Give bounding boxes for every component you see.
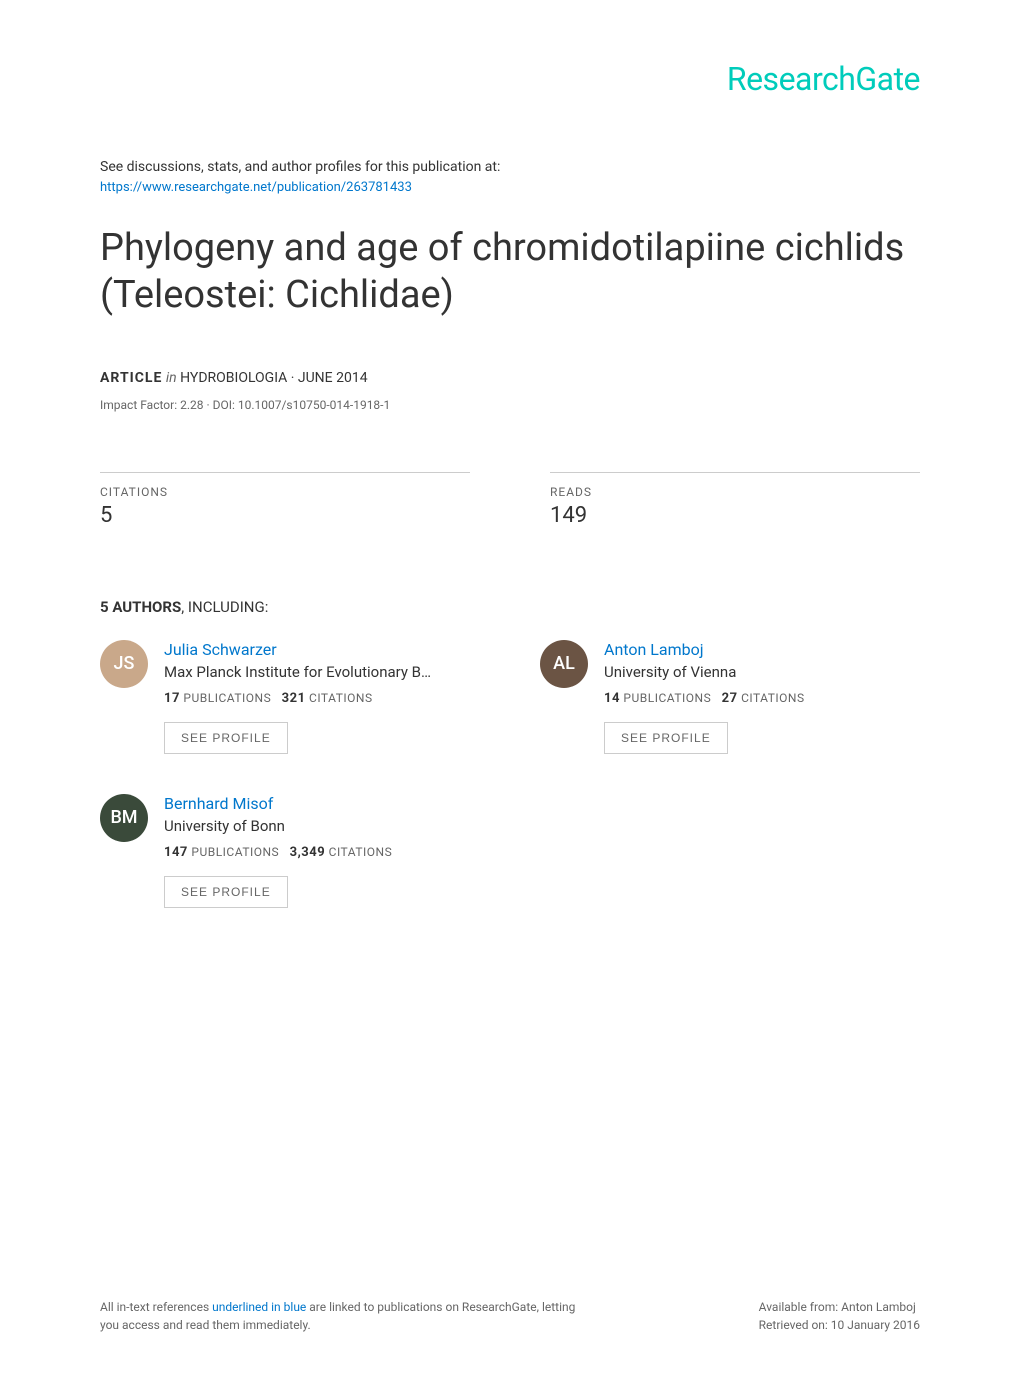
- intro-text: See discussions, stats, and author profi…: [100, 158, 920, 178]
- avatar[interactable]: BM: [100, 794, 148, 842]
- see-profile-button[interactable]: SEE PROFILE: [164, 722, 288, 754]
- author-card: JS Julia Schwarzer Max Planck Institute …: [100, 640, 480, 754]
- author-name-link[interactable]: Anton Lamboj: [604, 640, 920, 659]
- pubs-count: 14: [604, 691, 620, 706]
- citations-block: CITATIONS 5: [100, 472, 470, 528]
- retrieved-on: Retrieved on: 10 January 2016: [759, 1316, 920, 1334]
- article-type-label: ARTICLE: [100, 370, 162, 386]
- reads-label: READS: [550, 485, 920, 499]
- available-from: Available from: Anton Lamboj: [759, 1298, 920, 1316]
- author-affiliation: University of Bonn: [164, 817, 464, 835]
- cits-count: 3,349: [290, 845, 326, 860]
- article-meta: ARTICLE in HYDROBIOLOGIA · JUNE 2014: [100, 370, 920, 386]
- authors-grid: JS Julia Schwarzer Max Planck Institute …: [100, 640, 920, 908]
- footer-left-pre: All in-text references: [100, 1300, 212, 1314]
- researchgate-logo[interactable]: ResearchGate: [100, 60, 920, 98]
- avatar[interactable]: JS: [100, 640, 148, 688]
- cits-count: 321: [282, 691, 306, 706]
- author-affiliation: University of Vienna: [604, 663, 904, 681]
- author-affiliation: Max Planck Institute for Evolutionary B…: [164, 663, 464, 681]
- publication-title: Phylogeny and age of chromidotilapiine c…: [100, 225, 920, 320]
- footer: All in-text references underlined in blu…: [100, 1298, 920, 1334]
- pubs-label: PUBLICATIONS: [191, 845, 279, 859]
- footer-blue-text: underlined in blue: [212, 1300, 306, 1314]
- avatar[interactable]: AL: [540, 640, 588, 688]
- authors-count: 5 AUTHORS: [100, 598, 181, 616]
- footer-left: All in-text references underlined in blu…: [100, 1298, 580, 1334]
- pubs-label: PUBLICATIONS: [183, 691, 271, 705]
- publication-url-link[interactable]: https://www.researchgate.net/publication…: [100, 180, 920, 195]
- author-stats: 17 PUBLICATIONS 321 CITATIONS: [164, 691, 480, 706]
- citations-value: 5: [100, 503, 470, 528]
- author-card: BM Bernhard Misof University of Bonn 147…: [100, 794, 480, 908]
- citations-label: CITATIONS: [100, 485, 470, 499]
- pubs-label: PUBLICATIONS: [623, 691, 711, 705]
- authors-suffix: , INCLUDING:: [181, 598, 268, 616]
- cits-label: CITATIONS: [329, 845, 393, 859]
- authors-header: 5 AUTHORS, INCLUDING:: [100, 598, 920, 616]
- footer-right: Available from: Anton Lamboj Retrieved o…: [759, 1298, 920, 1334]
- reads-block: READS 149: [550, 472, 920, 528]
- journal-name: HYDROBIOLOGIA · JUNE 2014: [180, 370, 367, 386]
- author-info: Bernhard Misof University of Bonn 147 PU…: [164, 794, 480, 908]
- impact-factor-line: Impact Factor: 2.28 · DOI: 10.1007/s1075…: [100, 398, 920, 412]
- see-profile-button[interactable]: SEE PROFILE: [164, 876, 288, 908]
- author-name-link[interactable]: Bernhard Misof: [164, 794, 480, 813]
- author-stats: 14 PUBLICATIONS 27 CITATIONS: [604, 691, 920, 706]
- author-stats: 147 PUBLICATIONS 3,349 CITATIONS: [164, 845, 480, 860]
- pubs-count: 17: [164, 691, 180, 706]
- author-info: Anton Lamboj University of Vienna 14 PUB…: [604, 640, 920, 754]
- cits-count: 27: [722, 691, 738, 706]
- cits-label: CITATIONS: [309, 691, 373, 705]
- in-label: in: [166, 370, 177, 386]
- see-profile-button[interactable]: SEE PROFILE: [604, 722, 728, 754]
- pubs-count: 147: [164, 845, 188, 860]
- stats-row: CITATIONS 5 READS 149: [100, 472, 920, 528]
- author-info: Julia Schwarzer Max Planck Institute for…: [164, 640, 480, 754]
- author-card: AL Anton Lamboj University of Vienna 14 …: [540, 640, 920, 754]
- reads-value: 149: [550, 503, 920, 528]
- author-name-link[interactable]: Julia Schwarzer: [164, 640, 480, 659]
- cits-label: CITATIONS: [741, 691, 805, 705]
